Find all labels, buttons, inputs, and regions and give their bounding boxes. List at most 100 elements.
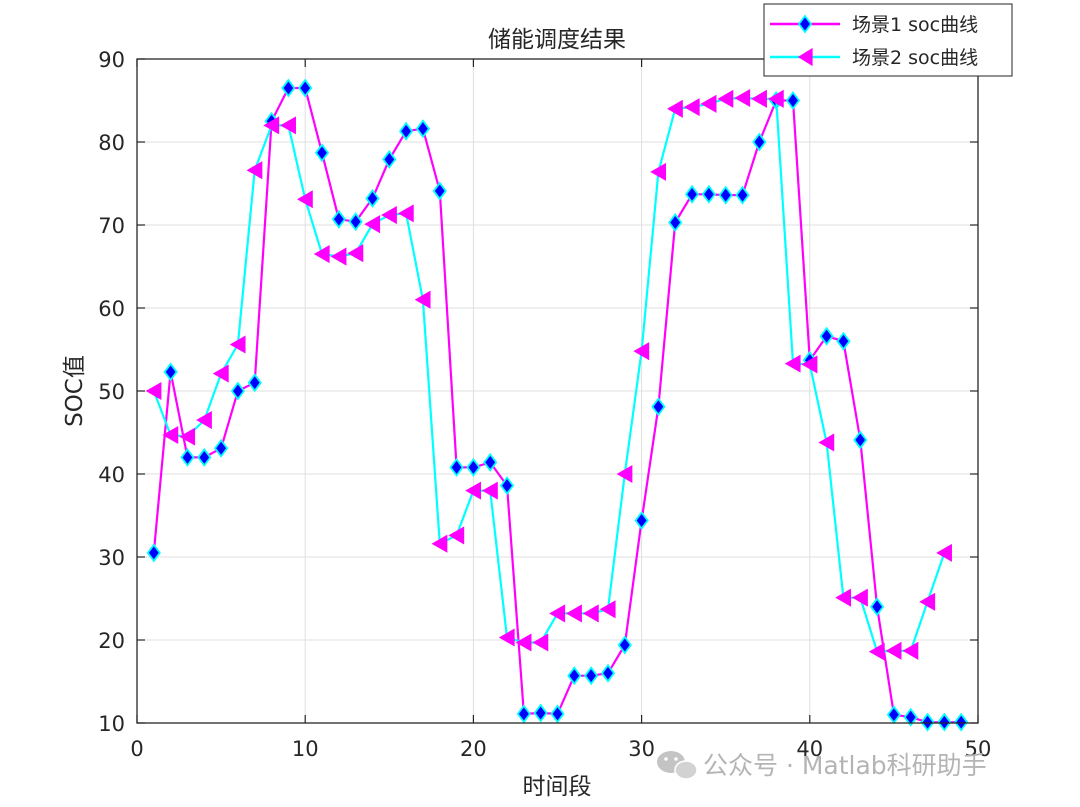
series-2-point: [835, 588, 852, 607]
series-2-point: [196, 411, 212, 430]
series-2-point: [767, 89, 784, 108]
series-1: [146, 78, 969, 732]
series-2-point: [784, 354, 801, 373]
legend-marker-series-1: [797, 14, 813, 34]
series-1-point: [533, 703, 548, 723]
series-2-point: [818, 433, 835, 452]
series-2-point: [482, 481, 498, 500]
y-tick-label: 10: [98, 712, 125, 736]
series-1-point: [415, 119, 431, 139]
series-1-point: [298, 78, 313, 98]
series-2-point: [868, 642, 885, 661]
series-1-point: [230, 381, 246, 401]
x-tick-label: 10: [292, 737, 319, 761]
series-1-point: [146, 543, 161, 563]
x-axis-title: 时间段: [523, 774, 592, 800]
series-2-point: [313, 245, 330, 264]
legend-label-series-2: 场景2 soc曲线: [852, 47, 978, 69]
series-1-point: [550, 704, 565, 724]
y-tick-label: 90: [98, 48, 125, 72]
x-tick-label: 40: [796, 737, 823, 761]
series-1-point: [937, 712, 952, 732]
series-2-point: [936, 543, 952, 562]
series-1-point: [365, 188, 380, 208]
series-2-point: [700, 94, 717, 113]
series-1-point: [718, 185, 733, 205]
series-2: [145, 88, 952, 661]
watermark-text: 公众号 · Matlab科研助手: [703, 751, 987, 780]
series-1-point: [617, 635, 632, 655]
series-2-point: [448, 526, 465, 545]
chart-title: 储能调度结果: [488, 27, 626, 53]
series-2-point: [515, 633, 532, 652]
series-1-point: [701, 184, 717, 204]
series-1-point: [903, 707, 918, 727]
legend: 场景1 soc曲线 场景2 soc曲线: [763, 3, 1013, 77]
legend-label-series-1: 场景1 soc曲线: [852, 14, 978, 36]
series-1-point: [752, 132, 767, 152]
series-2-point: [667, 99, 683, 118]
series-1-point: [466, 457, 481, 477]
series-2-point: [179, 427, 196, 446]
series-1-point: [668, 213, 683, 233]
series-1-point: [684, 184, 700, 204]
series-1-point: [651, 397, 666, 417]
series-2-point: [229, 335, 246, 354]
series-2-point: [633, 342, 650, 361]
series-2-point: [566, 604, 582, 623]
series-1-point: [920, 712, 935, 732]
series-1-point: [432, 181, 447, 201]
series-2-point: [852, 588, 868, 607]
series-2-point: [532, 633, 549, 652]
series-1-point: [281, 78, 296, 98]
series-2-point: [498, 628, 515, 647]
series-1-point: [954, 712, 969, 732]
series-1-point: [567, 666, 582, 686]
series-1-point: [331, 209, 346, 229]
series-1-point: [483, 452, 498, 472]
series-2-point: [801, 355, 818, 374]
y-tick-label: 30: [98, 546, 125, 570]
series-1-point: [836, 331, 851, 351]
series-1-point: [213, 438, 229, 458]
series-1-point: [499, 476, 515, 496]
legend-marker-series-2: [797, 47, 813, 67]
x-tick-label: 50: [965, 737, 992, 761]
series-2-point: [919, 592, 936, 611]
series-2-point: [616, 464, 633, 484]
x-tick-label: 30: [628, 737, 655, 761]
series-1-point: [634, 510, 649, 530]
series-1-point: [869, 597, 885, 617]
series-2-point: [431, 534, 448, 553]
series-2-point: [162, 425, 179, 445]
series-layer: [145, 78, 969, 732]
series-2-point: [734, 88, 751, 108]
y-tick-label: 80: [98, 131, 125, 155]
series-1-point: [314, 143, 330, 163]
series-1-point: [247, 373, 262, 393]
wechat-icon: [657, 751, 698, 780]
series-2-point: [296, 190, 313, 209]
series-1-point: [785, 91, 801, 110]
series-2-point: [751, 89, 767, 108]
series-1-point: [398, 121, 414, 141]
series-1-point: [197, 447, 212, 467]
series-1-point: [584, 666, 599, 686]
series-2-point: [246, 161, 263, 180]
series-1-point: [819, 326, 834, 346]
series-2-point: [397, 204, 414, 223]
series-2-point: [902, 641, 919, 660]
series-2-point: [549, 604, 566, 623]
series-2-point: [145, 381, 162, 401]
series-1-point: [853, 430, 868, 450]
series-1-point: [382, 149, 397, 169]
series-1-point: [180, 447, 195, 467]
x-tick-label: 20: [460, 737, 487, 761]
x-tick-label: 0: [130, 737, 143, 761]
series-1-point: [735, 185, 750, 205]
series-2-point: [280, 116, 296, 135]
y-tick-label: 60: [98, 297, 125, 321]
series-2-point: [465, 481, 481, 500]
series-1-point: [348, 212, 363, 232]
